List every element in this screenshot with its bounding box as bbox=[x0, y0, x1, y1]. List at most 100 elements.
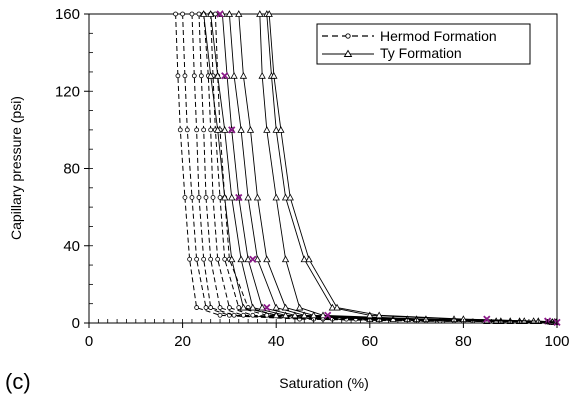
star-point-2 bbox=[228, 126, 236, 134]
x-tick-label: 20 bbox=[174, 333, 191, 350]
x-tick-label: 40 bbox=[268, 333, 285, 350]
series-point-8-0 bbox=[207, 10, 215, 17]
series-line-3 bbox=[198, 13, 553, 323]
series-point-4-5 bbox=[226, 305, 232, 310]
series-point-5-4 bbox=[222, 256, 228, 262]
series-line-6 bbox=[214, 13, 553, 323]
series-point-8-6 bbox=[281, 311, 290, 319]
series-point-14-3 bbox=[286, 193, 294, 201]
series-point-7-5 bbox=[239, 303, 248, 311]
series-point-7-6 bbox=[272, 311, 280, 319]
series-point-7-4 bbox=[228, 255, 236, 263]
series-point-7-0 bbox=[199, 10, 208, 17]
series-point-10-3 bbox=[244, 193, 252, 201]
series-point-3-6 bbox=[241, 312, 246, 318]
series-point-1-0 bbox=[180, 11, 186, 17]
series-point-14-2 bbox=[277, 126, 285, 133]
series-point-3-0 bbox=[196, 11, 202, 17]
series-point-11-1 bbox=[239, 71, 248, 79]
series-point-4-2 bbox=[208, 127, 214, 133]
series-point-12-5 bbox=[295, 303, 304, 311]
series-point-5-3 bbox=[217, 195, 223, 200]
series-point-8-4 bbox=[237, 255, 245, 263]
legend-ty-marker bbox=[343, 49, 353, 57]
legend: Hermod Formation Ty Formation bbox=[316, 23, 531, 65]
series-point-7-1 bbox=[207, 71, 215, 79]
series-point-9-5 bbox=[258, 303, 266, 311]
legend-hermod-marker bbox=[345, 33, 351, 39]
series-point-13-4 bbox=[300, 255, 308, 263]
series-point-5-5 bbox=[236, 305, 242, 310]
series-point-3-5 bbox=[217, 305, 223, 310]
series-point-14-4 bbox=[305, 255, 313, 263]
series-point-13-5 bbox=[328, 303, 337, 311]
series-point-2-2 bbox=[194, 127, 200, 133]
star-point-0 bbox=[216, 10, 224, 18]
axes-group: 0 20 40 60 80 100 0 40 80 120 160 bbox=[55, 6, 570, 350]
series-point-12-6 bbox=[319, 311, 327, 319]
legend-hermod-label: Hermod Formation bbox=[380, 28, 497, 44]
series-point-14-5 bbox=[333, 303, 341, 311]
series-point-0-6 bbox=[217, 312, 223, 318]
star-point-3 bbox=[235, 193, 243, 202]
x-tick-label: 100 bbox=[544, 333, 569, 350]
series-point-12-1 bbox=[258, 71, 266, 79]
x-tick-label: 0 bbox=[85, 333, 93, 350]
series-point-9-6 bbox=[291, 311, 299, 319]
series-point-3-4 bbox=[208, 256, 214, 262]
series-point-8-5 bbox=[249, 303, 257, 311]
star-point-6 bbox=[324, 311, 332, 319]
series-point-7-3 bbox=[221, 193, 229, 201]
series-point-10-5 bbox=[272, 303, 280, 311]
series-point-0-1 bbox=[175, 73, 181, 79]
series-point-3-3 bbox=[203, 195, 209, 200]
series-point-14-6 bbox=[375, 311, 383, 319]
series-point-12-0 bbox=[256, 10, 264, 17]
series-point-2-5 bbox=[208, 305, 214, 310]
x-tick-label: 80 bbox=[455, 333, 472, 350]
star-point-5 bbox=[263, 303, 271, 312]
series-point-7-2 bbox=[214, 126, 222, 133]
legend-box bbox=[316, 23, 531, 65]
x-axis-title: Saturation (%) bbox=[279, 375, 368, 391]
series-line-12 bbox=[259, 13, 555, 323]
series-point-8-3 bbox=[228, 193, 236, 201]
series-point-11-4 bbox=[263, 255, 271, 263]
series-point-4-3 bbox=[210, 195, 216, 200]
series-point-11-6 bbox=[309, 311, 318, 319]
series-point-9-4 bbox=[244, 255, 252, 263]
series-point-11-2 bbox=[246, 126, 255, 133]
y-tick-label: 40 bbox=[63, 238, 80, 255]
star-point-7 bbox=[483, 315, 491, 323]
series-point-0-2 bbox=[177, 127, 183, 133]
star-point-4 bbox=[249, 255, 257, 263]
series-point-0-0 bbox=[173, 11, 178, 17]
series-point-13-2 bbox=[272, 126, 280, 133]
series-point-8-2 bbox=[221, 126, 229, 133]
series-point-1-2 bbox=[184, 127, 190, 133]
series-point-10-6 bbox=[300, 311, 308, 319]
series-point-14-1 bbox=[270, 71, 278, 79]
series-point-0-4 bbox=[187, 256, 193, 262]
series-point-3-2 bbox=[201, 127, 207, 133]
series-point-0-3 bbox=[182, 195, 188, 200]
series-point-11-5 bbox=[281, 303, 290, 311]
series-point-11-3 bbox=[253, 193, 262, 201]
series-point-2-0 bbox=[189, 11, 195, 17]
series-point-13-3 bbox=[281, 193, 290, 201]
series-point-12-2 bbox=[263, 126, 271, 133]
series-point-12-4 bbox=[281, 255, 290, 263]
series-point-1-1 bbox=[182, 73, 188, 79]
series-point-3-1 bbox=[198, 73, 204, 79]
y-tick-label: 0 bbox=[72, 315, 80, 332]
series-point-2-6 bbox=[231, 312, 237, 318]
series-point-4-6 bbox=[250, 312, 256, 318]
series-point-10-4 bbox=[253, 255, 262, 263]
series-point-11-0 bbox=[235, 10, 243, 17]
series-point-2-3 bbox=[196, 195, 202, 200]
series-point-4-4 bbox=[215, 256, 221, 262]
series-point-1-5 bbox=[203, 305, 209, 310]
series-point-10-0 bbox=[225, 10, 234, 17]
